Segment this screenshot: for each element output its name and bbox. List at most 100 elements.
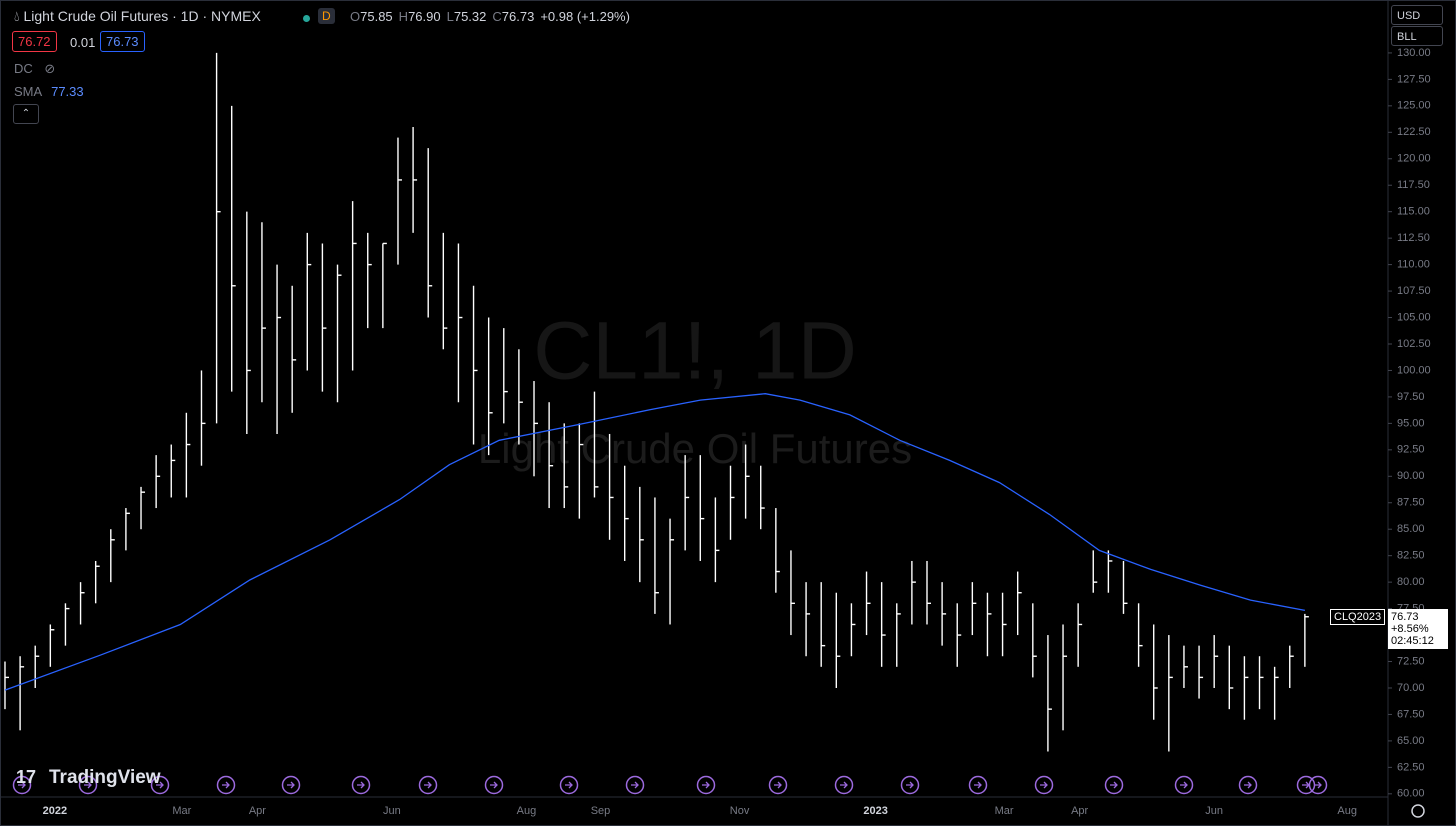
y-tick-label: 125.00 — [1397, 100, 1431, 112]
bid[interactable]: 76.72 — [12, 31, 57, 52]
currency: USD — [1397, 10, 1421, 22]
y-tick-label: 67.50 — [1397, 708, 1425, 720]
x-tick-label: Aug — [1337, 805, 1357, 817]
x-tick-label: Jun — [1205, 805, 1223, 817]
event-marker — [1308, 775, 1328, 795]
event-arrow — [702, 781, 710, 789]
event-arrow — [1314, 781, 1322, 789]
event-marker — [900, 775, 920, 795]
indicator-value: 77.33 — [51, 84, 84, 99]
event-arrow — [631, 781, 639, 789]
last-price: 76.73 — [1391, 610, 1419, 623]
ohlc-value: 75.85 — [360, 9, 393, 24]
y-tick-label: 120.00 — [1397, 153, 1431, 165]
spread: 0.01 — [70, 35, 96, 50]
hidden-icon[interactable]: ⊘ — [44, 61, 56, 76]
event-marker — [1174, 775, 1194, 795]
unit-select[interactable]: BLL — [1391, 26, 1443, 46]
x-tick-label: Apr — [1071, 805, 1088, 817]
event-arrow — [1244, 781, 1252, 789]
y-tick-label: 87.50 — [1397, 497, 1425, 509]
ohlc-value: 75.32 — [453, 9, 487, 24]
ohlc-key: L — [446, 9, 454, 24]
event-arrow — [1040, 781, 1048, 789]
y-tick-label: 97.50 — [1397, 391, 1425, 403]
event-arrow — [565, 781, 573, 789]
x-tick-label: Nov — [730, 805, 750, 817]
event-arrow — [1110, 781, 1118, 789]
y-tick-label: 130.00 — [1397, 47, 1431, 59]
y-tick-label: 95.00 — [1397, 417, 1425, 429]
event-marker — [834, 775, 854, 795]
contract: CLQ2023 — [1330, 608, 1386, 625]
event-arrow — [287, 781, 295, 789]
event-marker — [768, 775, 788, 795]
symbol-title: 💧︎ Light Crude Oil Futures · 1D · NYMEX — [14, 8, 261, 24]
title: Light Crude Oil Futures · 1D · NYMEX — [23, 8, 261, 24]
ask[interactable]: 76.73 — [100, 31, 145, 52]
event-marker — [625, 775, 645, 795]
event-marker — [968, 775, 988, 795]
y-tick-label: 62.50 — [1397, 761, 1425, 773]
y-tick-label: 105.00 — [1397, 311, 1431, 323]
event-marker — [696, 775, 716, 795]
y-tick-label: 92.50 — [1397, 444, 1425, 456]
status-dot — [303, 15, 310, 22]
event-arrow — [974, 781, 982, 789]
x-tick-label: 2023 — [863, 805, 887, 817]
event-arrow — [906, 781, 914, 789]
price-box: 76.73 +8.56% 02:45:12 — [1388, 608, 1448, 649]
countdown: 02:45:12 — [1391, 634, 1434, 647]
events — [12, 775, 1328, 795]
ohlc-change: +0.98 (+1.29%) — [540, 9, 630, 24]
event-marker — [484, 775, 504, 795]
settings-icon[interactable] — [1411, 804, 1425, 818]
event-marker — [418, 775, 438, 795]
event-arrow — [1180, 781, 1188, 789]
event-arrow — [357, 781, 365, 789]
event-marker — [216, 775, 236, 795]
x-tick-label: 2022 — [43, 805, 67, 817]
indicator-sma: SMA 77.33 — [14, 84, 84, 99]
indicator-dc: DC ⊘ — [14, 61, 55, 77]
logo-text: TradingView — [49, 767, 161, 788]
y-tick-label: 70.00 — [1397, 682, 1425, 694]
sma-line — [4, 393, 1306, 691]
y-tick-label: 112.50 — [1397, 232, 1430, 244]
event-marker — [1238, 775, 1258, 795]
x-tick-label: Mar — [995, 805, 1014, 817]
ohlc-value: 76.90 — [408, 9, 441, 24]
event-marker — [78, 775, 98, 795]
y-tick-label: 100.00 — [1397, 364, 1431, 376]
event-marker — [351, 775, 371, 795]
event-marker — [1034, 775, 1054, 795]
event-arrow — [424, 781, 432, 789]
y-tick-label: 65.00 — [1397, 735, 1425, 747]
ohlc-key: C — [492, 9, 502, 24]
unit: BLL — [1397, 31, 1417, 43]
ohlc-key: H — [398, 9, 409, 24]
y-tick-label: 82.50 — [1397, 550, 1425, 562]
y-tick-label: 90.00 — [1397, 470, 1425, 482]
collapse-button[interactable]: ⌃ — [13, 104, 39, 124]
x-tick-label: Mar — [172, 805, 191, 817]
y-tick-label: 80.00 — [1397, 576, 1425, 588]
event-arrow — [18, 781, 26, 789]
watermark-name: Light Crude Oil Futures — [478, 425, 912, 472]
y-tick-label: 72.50 — [1397, 655, 1425, 667]
logo-mark: 17 — [16, 767, 36, 787]
y-tick-label: 102.50 — [1397, 338, 1431, 350]
event-arrow — [774, 781, 782, 789]
event-marker — [1104, 775, 1124, 795]
indicator-name: SMA — [14, 84, 42, 99]
y-tick-label: 110.00 — [1397, 259, 1430, 271]
y-tick-label: 122.50 — [1397, 126, 1431, 138]
event-marker — [150, 775, 170, 795]
currency-select[interactable]: USD — [1391, 5, 1443, 25]
event-marker — [559, 775, 579, 795]
delay-badge: D — [318, 8, 335, 24]
event-arrow — [84, 781, 92, 789]
